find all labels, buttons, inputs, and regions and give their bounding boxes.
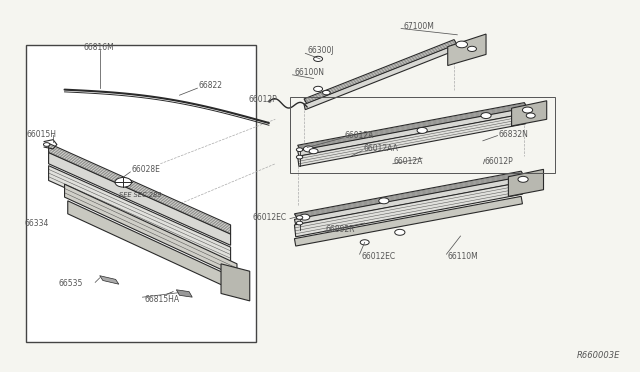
Circle shape [395,230,405,235]
Polygon shape [294,171,524,219]
Polygon shape [49,166,230,262]
Text: 66535: 66535 [58,279,83,288]
Polygon shape [49,143,230,234]
Polygon shape [294,182,522,237]
Polygon shape [294,177,522,225]
Text: 66012EC: 66012EC [253,213,287,222]
Circle shape [417,128,428,134]
Polygon shape [221,264,250,301]
Circle shape [314,86,323,92]
Text: 66832N: 66832N [499,129,529,139]
Text: 66300J: 66300J [307,46,334,55]
Text: 66012EC: 66012EC [362,252,396,261]
Text: 66110M: 66110M [448,252,479,261]
Polygon shape [68,201,240,294]
Polygon shape [298,114,525,166]
Polygon shape [176,290,192,297]
Circle shape [44,142,50,146]
Polygon shape [100,276,119,284]
Polygon shape [294,196,522,246]
Circle shape [323,90,330,95]
Circle shape [526,113,535,118]
Polygon shape [298,103,527,151]
Text: 66012AA: 66012AA [364,144,398,153]
Circle shape [518,176,528,182]
Circle shape [300,214,310,220]
Polygon shape [49,153,230,245]
Text: R660003E: R660003E [577,351,620,360]
Circle shape [467,46,476,51]
Text: SEE SEC.289: SEE SEC.289 [119,192,161,198]
Circle shape [522,107,532,113]
Circle shape [360,240,369,245]
Polygon shape [304,45,456,110]
Text: 66822: 66822 [198,81,223,90]
Text: 66015H: 66015H [26,129,56,139]
Text: 66028E: 66028E [132,165,161,174]
Circle shape [309,148,318,154]
Polygon shape [304,39,458,105]
Polygon shape [508,169,543,196]
Text: 66012P: 66012P [484,157,513,166]
Bar [26,45,256,341]
Text: 66892R: 66892R [325,225,355,234]
Text: 66012A: 66012A [394,157,423,166]
Polygon shape [448,34,486,65]
Text: 66815HA: 66815HA [145,295,179,304]
Bar [290,97,555,173]
Text: 66816M: 66816M [84,42,115,51]
Circle shape [314,56,323,61]
Polygon shape [298,108,525,156]
Text: 66334: 66334 [25,219,49,228]
Circle shape [296,155,303,159]
Circle shape [303,146,314,152]
Circle shape [296,216,303,219]
Circle shape [296,148,303,151]
Polygon shape [511,101,547,126]
Circle shape [379,198,389,204]
Text: 66100N: 66100N [294,68,324,77]
Polygon shape [65,184,237,277]
Text: 67100M: 67100M [403,22,434,31]
Circle shape [481,113,491,119]
Circle shape [296,221,303,225]
Circle shape [456,41,467,48]
Text: 66012A: 66012A [344,131,374,141]
Text: 66012P: 66012P [248,95,277,104]
Circle shape [115,177,132,187]
